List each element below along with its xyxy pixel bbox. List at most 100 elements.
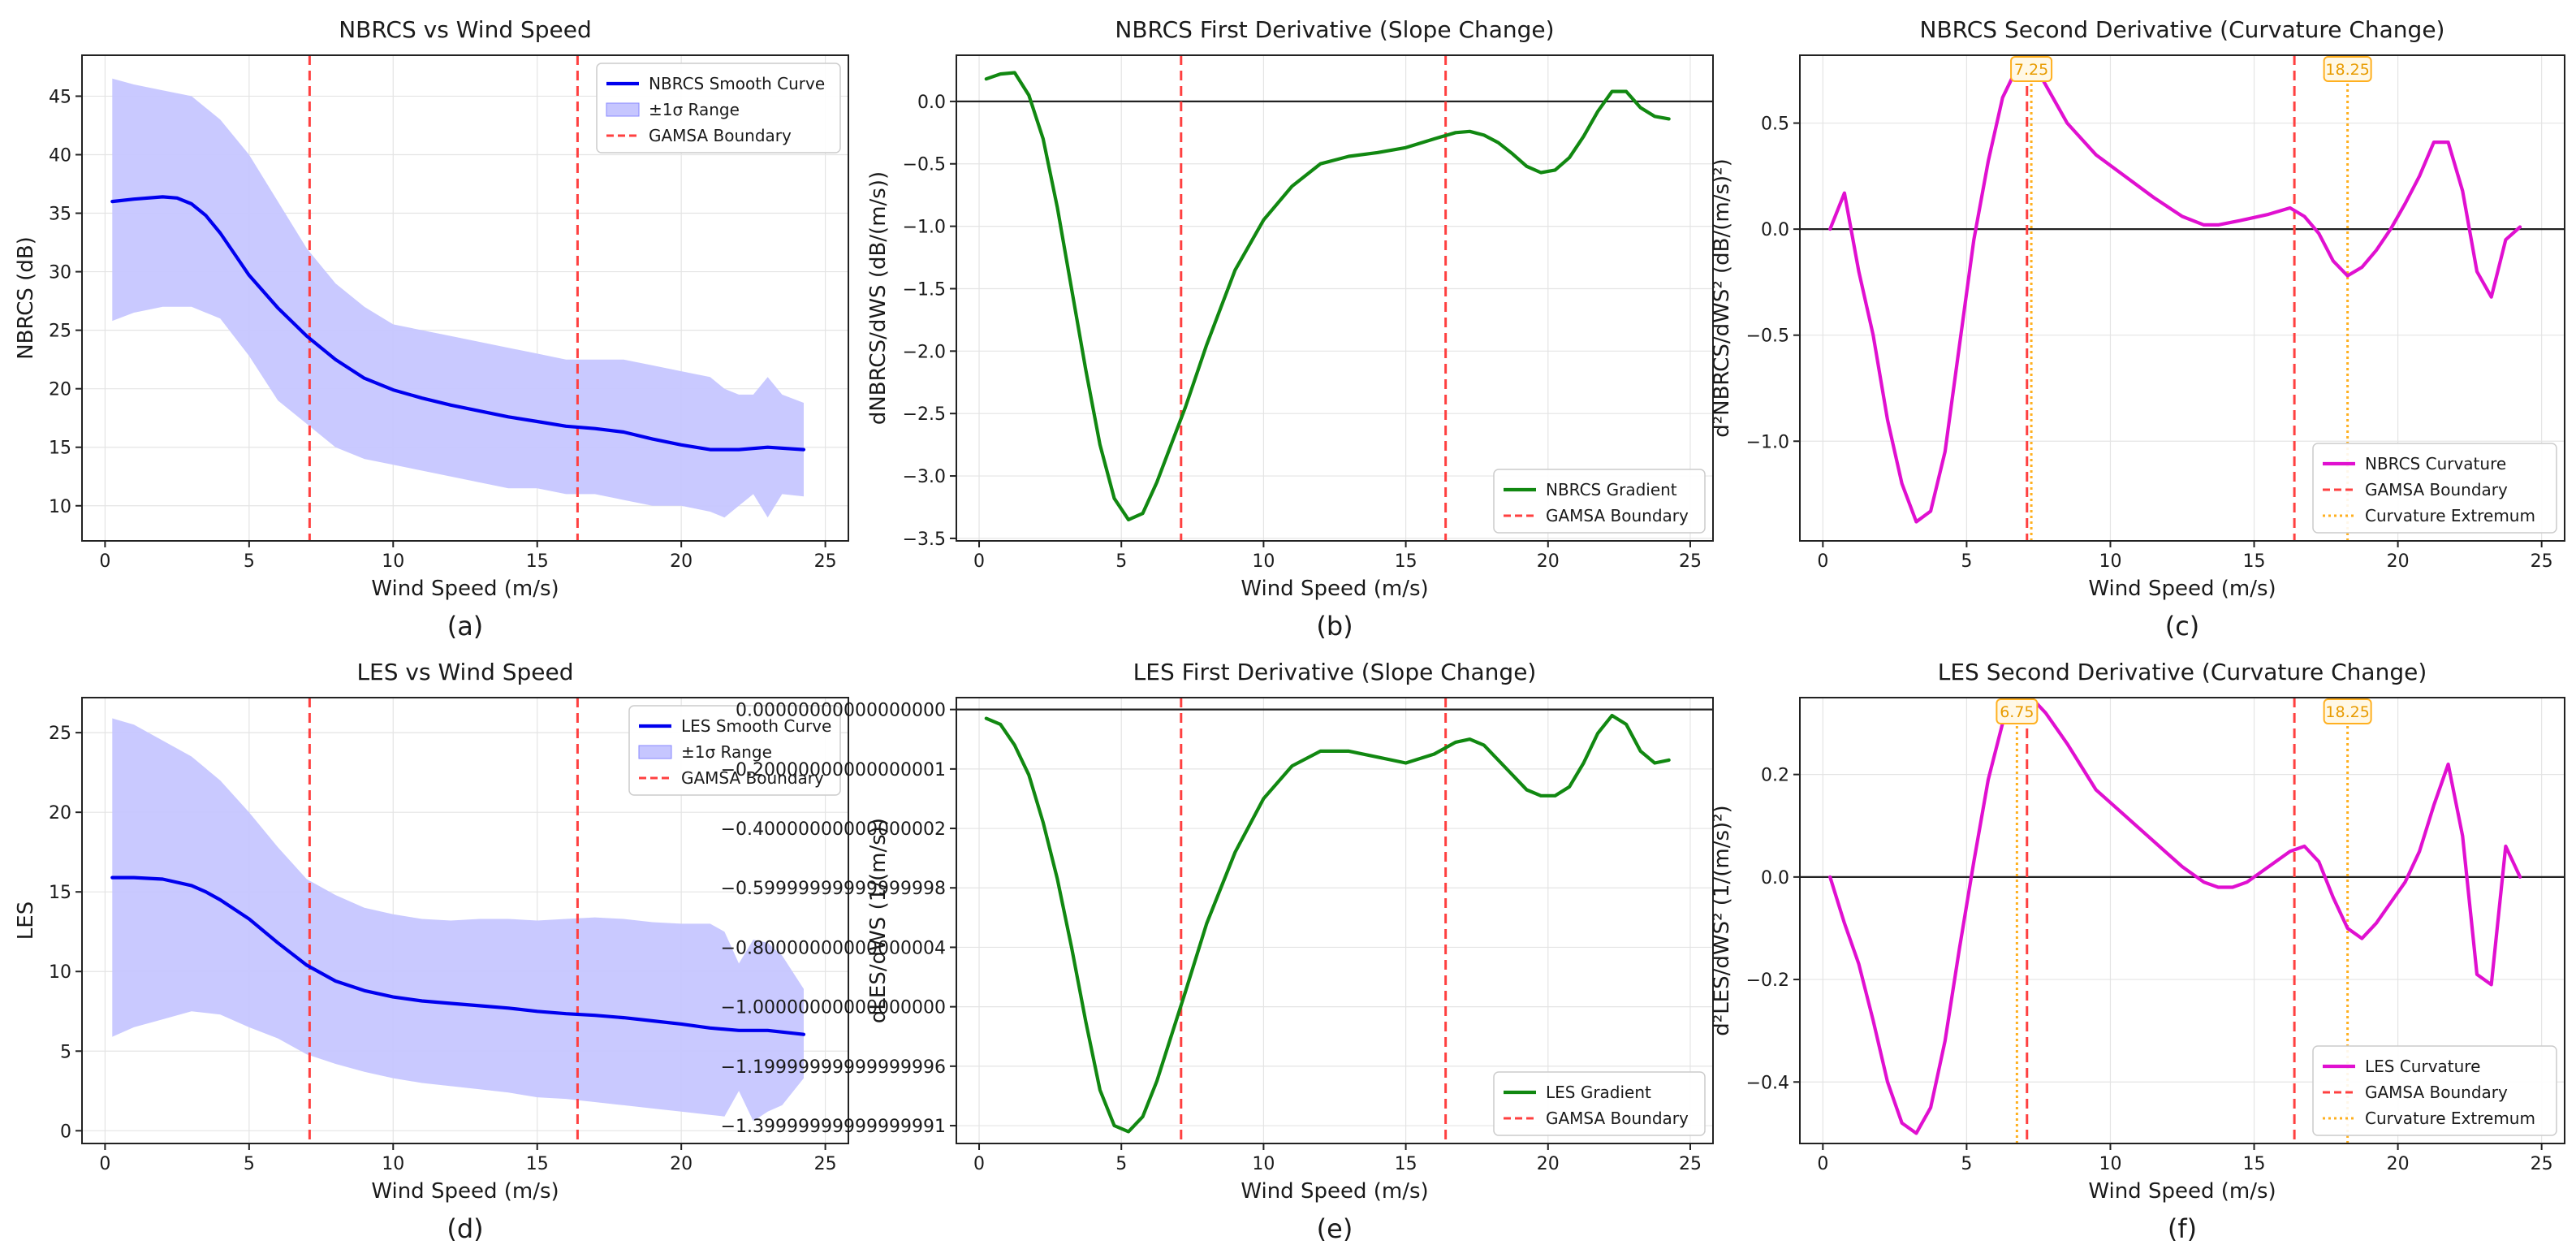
x-tick-label: 10 (1252, 1154, 1275, 1174)
legend-label: LES Curvature (2365, 1057, 2480, 1076)
legend-frame (2312, 443, 2557, 534)
axes-frame (1799, 54, 2565, 542)
series-line (110, 195, 806, 452)
x-axis-label: Wind Speed (m/s) (371, 1179, 559, 1204)
x-axis-label: Wind Speed (m/s) (2088, 577, 2276, 601)
sigma-band (112, 718, 805, 1122)
annotation-box (2010, 56, 2053, 82)
y-axis-label: dLES/dWS (1/(m/s)) (866, 818, 891, 1023)
grid (956, 55, 1713, 541)
y-tick-label: −2.0 (903, 342, 946, 362)
x-tick-label: 10 (1252, 551, 1275, 572)
panel-label: (d) (447, 1213, 483, 1244)
panel-label: (c) (2165, 611, 2200, 642)
legend-item: Curvature Extremum (2323, 506, 2535, 525)
y-axis-label: d²NBRCS/dWS² (dB/(m/s)²) (1710, 158, 1734, 438)
legend-label: GAMSA Boundary (1546, 1109, 1689, 1128)
y-tick-label: −0.20000000000000001 (721, 760, 946, 780)
y-tick-label: 25 (49, 724, 71, 744)
series-line (110, 875, 806, 1036)
x-tick-label: 15 (2243, 551, 2266, 572)
x-tick-label: 0 (1817, 551, 1828, 572)
y-tick-label: −1.5 (903, 279, 946, 300)
chart-panel-f: 6.75 18.25 0 5 10 15 20 25 −0.4 −0.2 0.0 0.2 LES Sec… (1710, 659, 2565, 1244)
legend-label: GAMSA Boundary (681, 768, 824, 788)
y-tick-label: −1.0 (1746, 432, 1789, 452)
y-tick-label: 0.00000000000000000 (736, 701, 946, 721)
x-tick-label: 5 (1115, 551, 1127, 572)
extremum-annotation: 6.75 (1996, 698, 2039, 724)
x-tick-label: 10 (382, 551, 404, 572)
legend-label: Curvature Extremum (2365, 506, 2535, 525)
y-tick-label: 0.2 (1761, 766, 1789, 786)
legend-item: ±1σ Range (638, 742, 772, 762)
x-tick-label: 5 (244, 551, 255, 572)
legend-label: Curvature Extremum (2365, 1109, 2535, 1128)
legend-item: GAMSA Boundary (2323, 1083, 2508, 1102)
y-tick-label: −0.5 (903, 155, 946, 175)
x-axis-label: Wind Speed (m/s) (1241, 577, 1428, 601)
y-tick-label: −3.0 (903, 467, 946, 487)
series-line (984, 71, 1671, 522)
y-tick-label: −0.4 (1746, 1073, 1789, 1093)
legend: NBRCS Curvature GAMSA Boundary Curvature E… (2312, 443, 2557, 534)
y-tick-label: −1.39999999999999991 (721, 1117, 946, 1137)
x-tick-label: 25 (1679, 551, 1702, 572)
y-tick-label: 10 (49, 962, 71, 983)
y-tick-label: −0.40000000000000002 (721, 819, 946, 840)
chart-panel-d: 0 5 10 15 20 25 0 5 10 15 20 25 LES vs Wind Speed Win… (14, 659, 849, 1244)
annotation-box (2323, 698, 2372, 724)
axes-frame (81, 697, 849, 1144)
x-tick-label: 0 (99, 1154, 110, 1174)
x-tick-label: 20 (670, 1154, 693, 1174)
chart-title: LES First Derivative (Slope Change) (1133, 659, 1537, 685)
chart-title: LES Second Derivative (Curvature Change) (1938, 659, 2427, 685)
legend: LES Smooth Curve ±1σ Range GAMSA Boundary (628, 705, 841, 796)
legend-frame (1493, 1071, 1706, 1136)
legend-label: GAMSA Boundary (2365, 480, 2508, 499)
x-tick-label: 0 (99, 551, 110, 572)
y-tick-label: 0.0 (1761, 220, 1789, 240)
legend-item: NBRCS Curvature (2323, 454, 2506, 473)
plot-area (110, 698, 806, 1143)
x-tick-label: 0 (973, 551, 985, 572)
chart-title: LES vs Wind Speed (356, 659, 573, 685)
annotation-label: 18.25 (2325, 703, 2369, 721)
x-tick-label: 25 (814, 1154, 837, 1174)
x-tick-label: 25 (814, 551, 837, 572)
y-tick-label: 40 (49, 145, 71, 166)
x-tick-label: 20 (2387, 1154, 2410, 1174)
y-tick-label: 35 (49, 205, 71, 225)
y-tick-label: 5 (60, 1042, 71, 1062)
series-line (1828, 58, 2522, 524)
x-tick-label: 20 (1537, 1154, 1560, 1174)
plot-area (110, 55, 806, 541)
axes-frame (956, 697, 1714, 1144)
x-tick-label: 25 (2531, 1154, 2553, 1174)
legend-item: NBRCS Gradient (1504, 480, 1677, 499)
legend-label: GAMSA Boundary (1546, 506, 1689, 525)
y-tick-label: 0.5 (1761, 115, 1789, 135)
legend-swatch (606, 102, 640, 117)
series-line (984, 713, 1671, 1134)
y-tick-label: −1.19999999999999996 (721, 1057, 946, 1078)
legend-label: NBRCS Smooth Curve (649, 74, 825, 93)
series-line (1828, 698, 2522, 1135)
annotation-box (2323, 56, 2372, 82)
legend-item: GAMSA Boundary (2323, 480, 2508, 499)
legend-label: LES Smooth Curve (681, 716, 831, 736)
y-tick-label: 0 (60, 1122, 71, 1142)
y-tick-label: −0.59999999999999998 (721, 879, 946, 899)
legend-frame (628, 705, 841, 796)
panel-label: (e) (1317, 1213, 1353, 1244)
legend-item: LES Curvature (2323, 1057, 2480, 1076)
x-axis-label: Wind Speed (m/s) (371, 577, 559, 601)
y-tick-label: 20 (49, 380, 71, 400)
extremum-annotation: 18.25 (2323, 698, 2372, 724)
legend-frame (596, 63, 841, 153)
axes-frame (81, 54, 849, 542)
x-tick-label: 0 (973, 1154, 985, 1174)
x-tick-label: 15 (1395, 551, 1417, 572)
legend-label: NBRCS Curvature (2365, 454, 2506, 473)
legend-frame (1493, 469, 1706, 534)
